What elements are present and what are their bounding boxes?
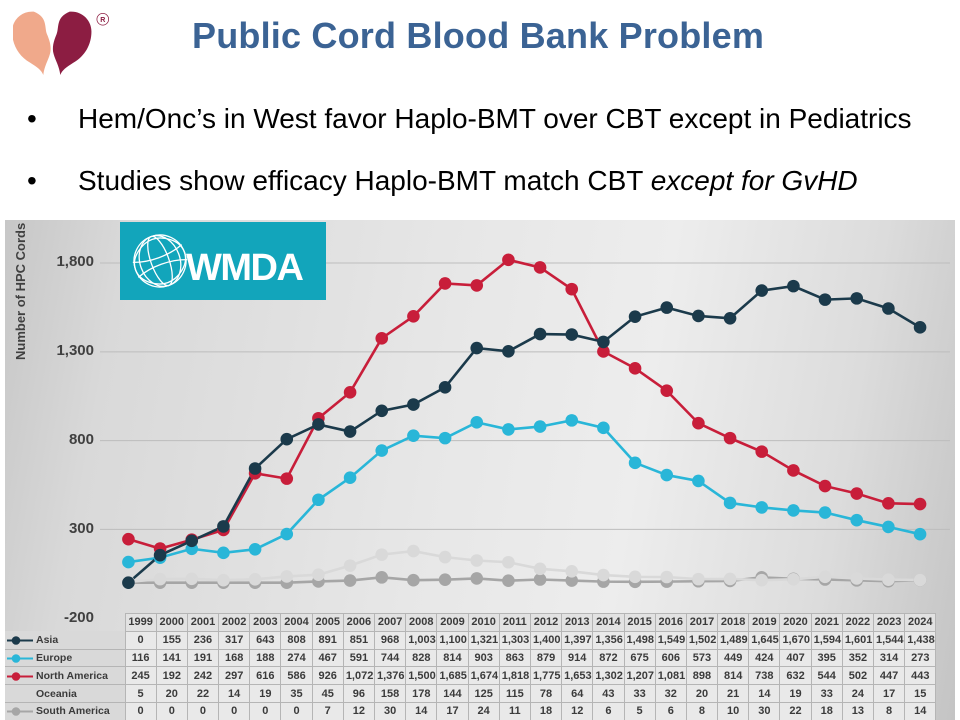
svg-text:WMDA: WMDA [186, 247, 303, 289]
svg-text:R: R [100, 16, 105, 24]
